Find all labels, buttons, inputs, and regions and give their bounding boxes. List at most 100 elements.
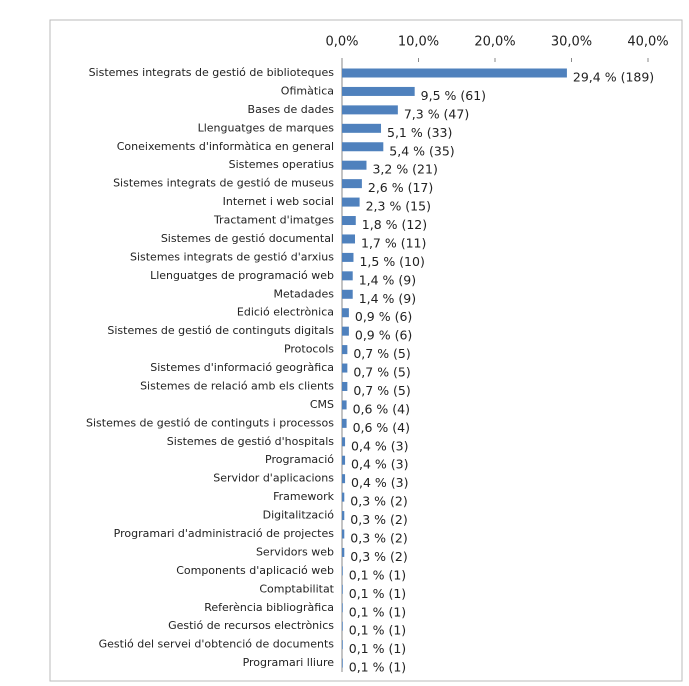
value-label: 0,4 % (3)	[351, 457, 408, 472]
y-tick-label: Sistemes integrats de gestió de bibliote…	[89, 66, 335, 79]
x-tick-label: 40,0%	[627, 35, 668, 50]
bar	[342, 418, 347, 428]
y-tick-label: Programari d'administració de projectes	[114, 527, 335, 540]
value-label: 1,7 % (11)	[361, 235, 426, 250]
value-label: 2,6 % (17)	[368, 180, 433, 195]
y-tick-label: Sistemes operatius	[229, 158, 335, 171]
bar	[342, 142, 384, 152]
y-tick-label: Llenguatges de marques	[198, 121, 335, 134]
bar	[342, 105, 398, 115]
x-tick-label: 30,0%	[551, 35, 592, 50]
bar	[342, 252, 354, 262]
y-tick-label: Sistemes de gestió de continguts i proce…	[86, 416, 334, 429]
y-tick-label: Sistemes de gestió documental	[161, 232, 334, 245]
y-tick-label: CMS	[310, 398, 334, 411]
bar	[342, 566, 343, 576]
y-tick-label: Internet i web social	[223, 195, 334, 208]
value-label: 0,1 % (1)	[349, 641, 406, 656]
value-label: 0,6 % (4)	[353, 420, 410, 435]
value-label: 29,4 % (189)	[573, 70, 654, 85]
bar	[342, 474, 346, 484]
value-label: 0,1 % (1)	[349, 586, 406, 601]
bar	[342, 289, 353, 299]
bar	[342, 123, 382, 133]
y-tick-label: Framework	[273, 490, 335, 503]
y-tick-label: Sistemes de relació amb els clients	[140, 379, 334, 392]
value-label: 0,1 % (1)	[349, 623, 406, 638]
bar	[342, 271, 353, 281]
bar	[342, 86, 415, 96]
y-tick-label: Bases de dades	[248, 103, 335, 116]
value-label: 5,4 % (35)	[389, 143, 454, 158]
y-tick-label: Gestió del servei d'obtenció de document…	[99, 638, 335, 651]
bar	[342, 455, 346, 465]
y-tick-label: Programari lliure	[243, 656, 335, 669]
value-label: 1,5 % (10)	[359, 254, 424, 269]
y-tick-label: Sistemes de gestió d'hospitals	[167, 435, 334, 448]
y-tick-label: Referència bibliogràfica	[204, 601, 334, 614]
y-tick-label: Gestió de recursos electrònics	[168, 619, 334, 632]
value-label: 0,4 % (3)	[351, 475, 408, 490]
value-label: 0,3 % (2)	[350, 531, 407, 546]
value-label: 1,8 % (12)	[362, 217, 427, 232]
y-tick-label: Metadades	[273, 287, 334, 300]
value-label: 0,1 % (1)	[349, 604, 406, 619]
bar	[342, 437, 346, 447]
value-label: 9,5 % (61)	[421, 88, 486, 103]
bar	[342, 640, 343, 650]
bar	[342, 511, 345, 521]
y-tick-label: Digitalització	[263, 509, 335, 522]
bar	[342, 308, 349, 318]
value-label: 0,3 % (2)	[350, 512, 407, 527]
bar	[342, 603, 343, 613]
bar	[342, 658, 343, 668]
value-label: 0,6 % (4)	[353, 401, 410, 416]
value-label: 1,4 % (9)	[359, 291, 416, 306]
value-label: 0,9 % (6)	[355, 328, 412, 343]
y-tick-label: Ofimàtica	[281, 84, 334, 97]
y-tick-label: Sistemes d'informació geogràfica	[150, 361, 334, 374]
value-label: 0,1 % (1)	[349, 660, 406, 675]
x-tick-label: 10,0%	[398, 35, 439, 50]
bar	[342, 400, 347, 410]
x-tick-label: 0,0%	[325, 35, 358, 50]
y-tick-label: Comptabilitat	[259, 582, 334, 595]
bar	[342, 363, 348, 373]
y-tick-label: Llenguatges de programació web	[150, 269, 334, 282]
value-label: 7,3 % (47)	[404, 106, 469, 121]
x-tick-label: 20,0%	[474, 35, 515, 50]
y-tick-label: Programació	[265, 453, 334, 466]
value-label: 0,7 % (5)	[353, 346, 410, 361]
chart-frame	[49, 19, 683, 682]
value-label: 0,7 % (5)	[353, 383, 410, 398]
bar	[342, 547, 345, 557]
y-tick-label: Components d'aplicació web	[176, 564, 334, 577]
value-label: 2,3 % (15)	[366, 199, 431, 214]
bar	[342, 621, 343, 631]
y-tick-label: Servidors web	[256, 545, 334, 558]
value-label: 0,1 % (1)	[349, 567, 406, 582]
value-label: 0,3 % (2)	[350, 494, 407, 509]
bar	[342, 492, 345, 502]
value-label: 3,2 % (21)	[372, 162, 437, 177]
value-label: 1,4 % (9)	[359, 272, 416, 287]
y-tick-label: Sistemes integrats de gestió d'arxius	[130, 250, 334, 263]
value-label: 5,1 % (33)	[387, 125, 452, 140]
y-tick-label: Protocols	[284, 343, 334, 356]
y-tick-label: Edició electrònica	[237, 306, 334, 319]
bar	[342, 326, 349, 336]
bar	[342, 234, 356, 244]
y-tick-label: Sistemes integrats de gestió de museus	[113, 177, 334, 190]
value-label: 0,3 % (2)	[350, 549, 407, 564]
bar	[342, 160, 367, 170]
value-label: 0,4 % (3)	[351, 438, 408, 453]
bar	[342, 345, 348, 355]
bar	[342, 584, 343, 594]
y-tick-label: Servidor d'aplicacions	[213, 472, 334, 485]
value-label: 0,9 % (6)	[355, 309, 412, 324]
bar	[342, 216, 356, 226]
bar	[342, 529, 345, 539]
value-label: 0,7 % (5)	[353, 365, 410, 380]
y-tick-label: Tractament d'imatges	[213, 214, 334, 227]
y-tick-label: Coneixements d'informàtica en general	[117, 140, 334, 153]
